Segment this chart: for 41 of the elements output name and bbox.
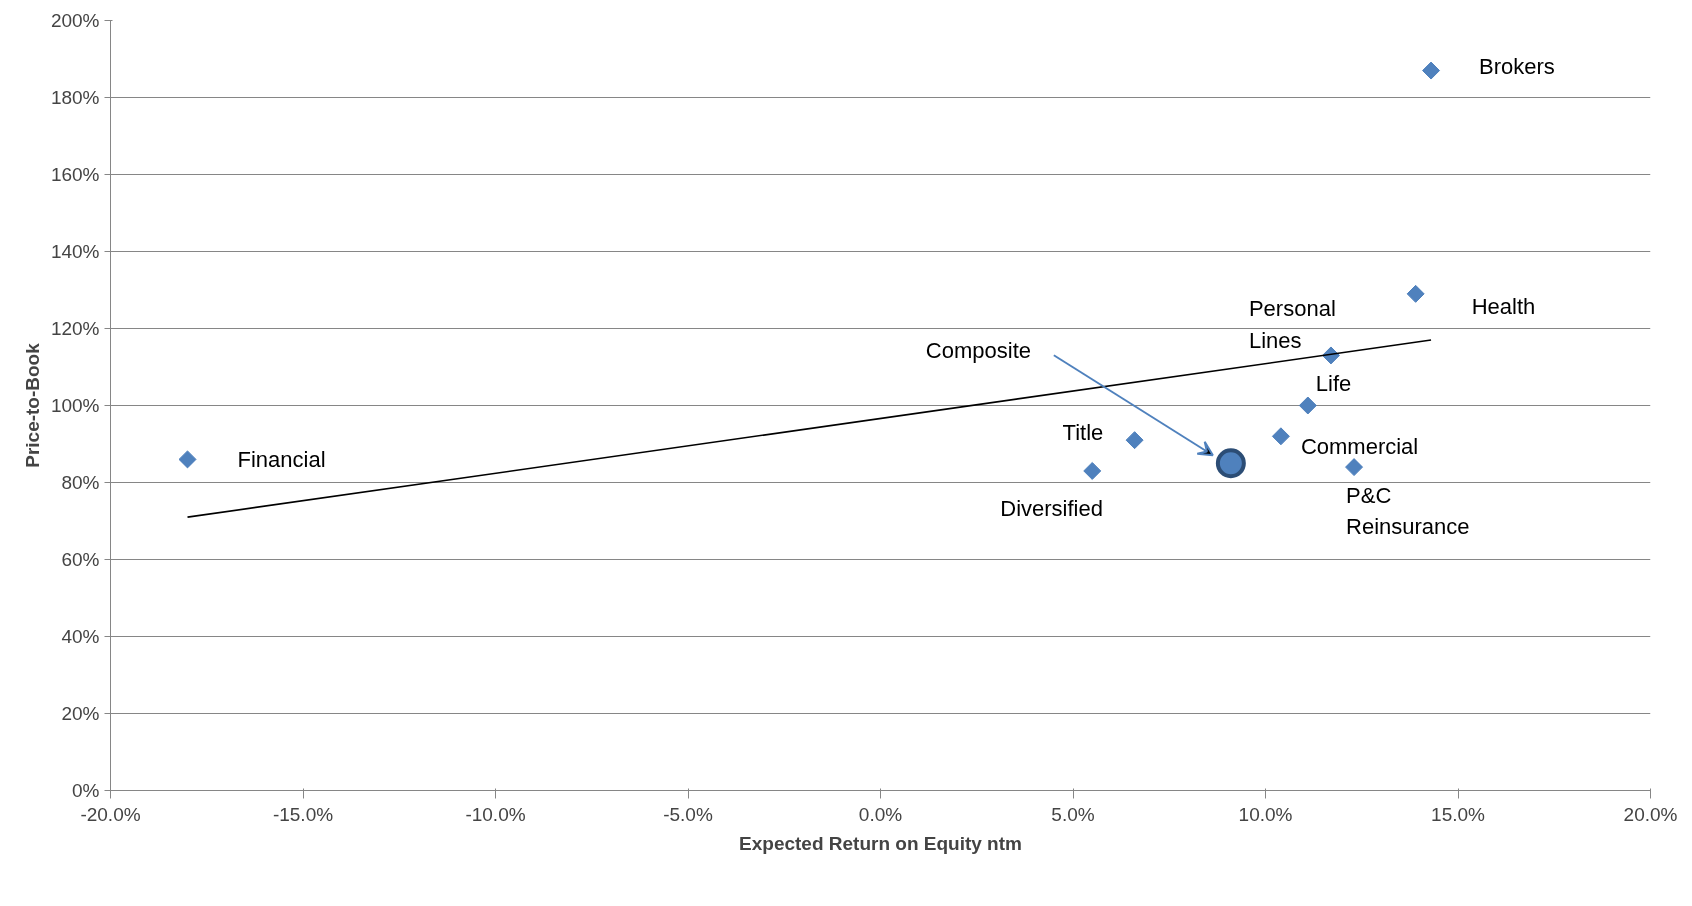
x-tick-label: -20.0%: [80, 803, 141, 825]
point: [1345, 458, 1364, 477]
annotation: Brokers: [1479, 54, 1555, 80]
y-tick-label: 20%: [61, 703, 100, 724]
y-tick-label: 140%: [50, 241, 100, 262]
x-tick-label: -10.0%: [465, 803, 526, 825]
y-tick-label: 100%: [50, 395, 100, 416]
x-tick-label: 0.0%: [858, 803, 903, 825]
x-axis-title: Expected Return on Equity ntm: [739, 832, 1022, 854]
annotation: Diversified: [1000, 496, 1103, 522]
annotation: Commercial: [1300, 433, 1419, 459]
y-tick-label: 160%: [50, 164, 100, 185]
point: [1406, 284, 1425, 303]
annotation: Personal Lines: [1248, 296, 1336, 353]
x-tick-label: -15.0%: [272, 803, 334, 825]
annotation: Title: [1062, 419, 1104, 445]
point: [1271, 427, 1290, 446]
x-tick-label: 20.0%: [1623, 803, 1678, 825]
annotation: Life: [1315, 371, 1352, 396]
y-tick-label: 40%: [61, 626, 100, 647]
point: [1422, 61, 1441, 80]
x-tick-label: 5.0%: [1051, 803, 1095, 825]
point: [178, 450, 197, 469]
x-tick-label: 15.0%: [1431, 803, 1486, 825]
y-axis-title: Price-to-Book: [21, 342, 43, 468]
annotation: Financial: [237, 446, 326, 472]
y-tick-label: 80%: [61, 472, 100, 493]
point: [1125, 431, 1144, 450]
x-tick-label: -5.0%: [663, 803, 713, 825]
y-tick-label: 180%: [50, 87, 100, 108]
y-tick-label: 120%: [50, 318, 100, 339]
point: [1215, 448, 1246, 479]
annotation: Composite: [925, 337, 1032, 363]
y-tick-label: 0%: [72, 780, 100, 801]
point: [1298, 396, 1317, 415]
y-tick-label: 200%: [50, 10, 100, 31]
point: [1083, 461, 1102, 480]
annotation: Health: [1471, 294, 1536, 320]
annotation: P&C Reinsurance: [1346, 482, 1470, 540]
y-tick-label: 60%: [61, 549, 100, 570]
x-tick-label: 10.0%: [1238, 803, 1293, 825]
